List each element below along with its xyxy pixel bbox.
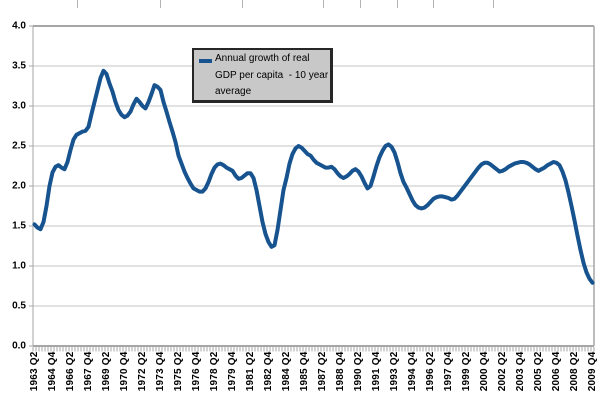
x-tick-label: 2005 Q2 [533,351,544,391]
y-tick-label: 1.0 [12,261,26,272]
y-tick-label: 0.5 [12,301,26,312]
legend-text-line-2: GDP per capita - 10 year [215,69,329,81]
y-tick-label: 1.5 [12,221,26,232]
x-tick-label: 1970 Q4 [119,351,130,391]
x-tick-label: 2002 Q2 [497,351,508,391]
x-tick-label: 1975 Q2 [173,351,184,391]
y-tick-label: 3.0 [12,101,26,112]
x-tick-label: 1982 Q4 [263,351,274,391]
series-line[interactable] [32,68,595,285]
x-tick-label: 1979 Q4 [227,351,238,391]
x-tick-label: 1981 Q2 [245,351,256,391]
legend-text-line-1: Annual growth of real [215,53,310,64]
y-tick-label: 3.5 [12,61,26,72]
y-tick-label: 4.0 [12,21,26,32]
x-tick-label: 1976 Q4 [191,351,202,391]
x-tick-label: 1972 Q2 [137,351,148,391]
x-tick-label: 1978 Q2 [209,351,220,391]
x-tick-label: 1963 Q2 [29,351,40,391]
y-tick-label: 2.5 [12,141,26,152]
spreadsheet-column-edges [77,0,494,8]
x-tick-label: 1994 Q4 [407,351,418,391]
x-tick-label: 1966 Q2 [65,351,76,391]
y-axis-labels: 0.0 0.5 1.0 1.5 2.0 2.5 3.0 3.5 4.0 [12,21,33,352]
x-tick-label: 1967 Q4 [83,351,94,391]
x-tick-label: 1996 Q2 [425,351,436,391]
legend-text: Annual growth of real GDP per capita - 1… [215,51,328,101]
x-tick-label: 2008 Q2 [569,351,580,391]
x-tick-label: 1984 Q2 [281,351,292,391]
y-tick-label: 2.0 [12,181,26,192]
x-tick-label: 2009 Q4 [587,351,598,391]
legend-text-line-3: average [215,86,252,97]
y-gridlines [33,65,594,307]
x-tick-label: 1988 Q4 [335,351,346,391]
x-tick-label: 1999 Q2 [461,351,472,391]
x-tick-label: 1973 Q4 [155,351,166,391]
x-tick-label: 2006 Q4 [551,351,562,391]
x-tick-label: 2003 Q4 [515,351,526,391]
x-axis-tick-comb [32,347,595,352]
legend-line-swatch [199,59,212,63]
x-tick-label: 2000 Q4 [479,351,490,391]
y-tick-label: 0.0 [12,341,26,352]
x-tick-label: 1987 Q2 [317,351,328,391]
x-tick-label: 1985 Q4 [299,351,310,391]
x-tick-label: 1991 Q4 [371,351,382,391]
x-tick-label: 1964 Q4 [47,351,58,391]
x-axis-labels: 1963 Q2 1964 Q4 1966 Q2 1967 Q4 1969 Q2 1970 … [29,351,598,391]
x-tick-label: 1969 Q2 [101,351,112,391]
chart-legend[interactable]: Annual growth of real GDP per capita - 1… [192,48,333,103]
x-tick-label: 1997 Q4 [443,351,454,391]
x-tick-label: 1993 Q2 [389,351,400,391]
x-tick-label: 1990 Q2 [353,351,364,391]
